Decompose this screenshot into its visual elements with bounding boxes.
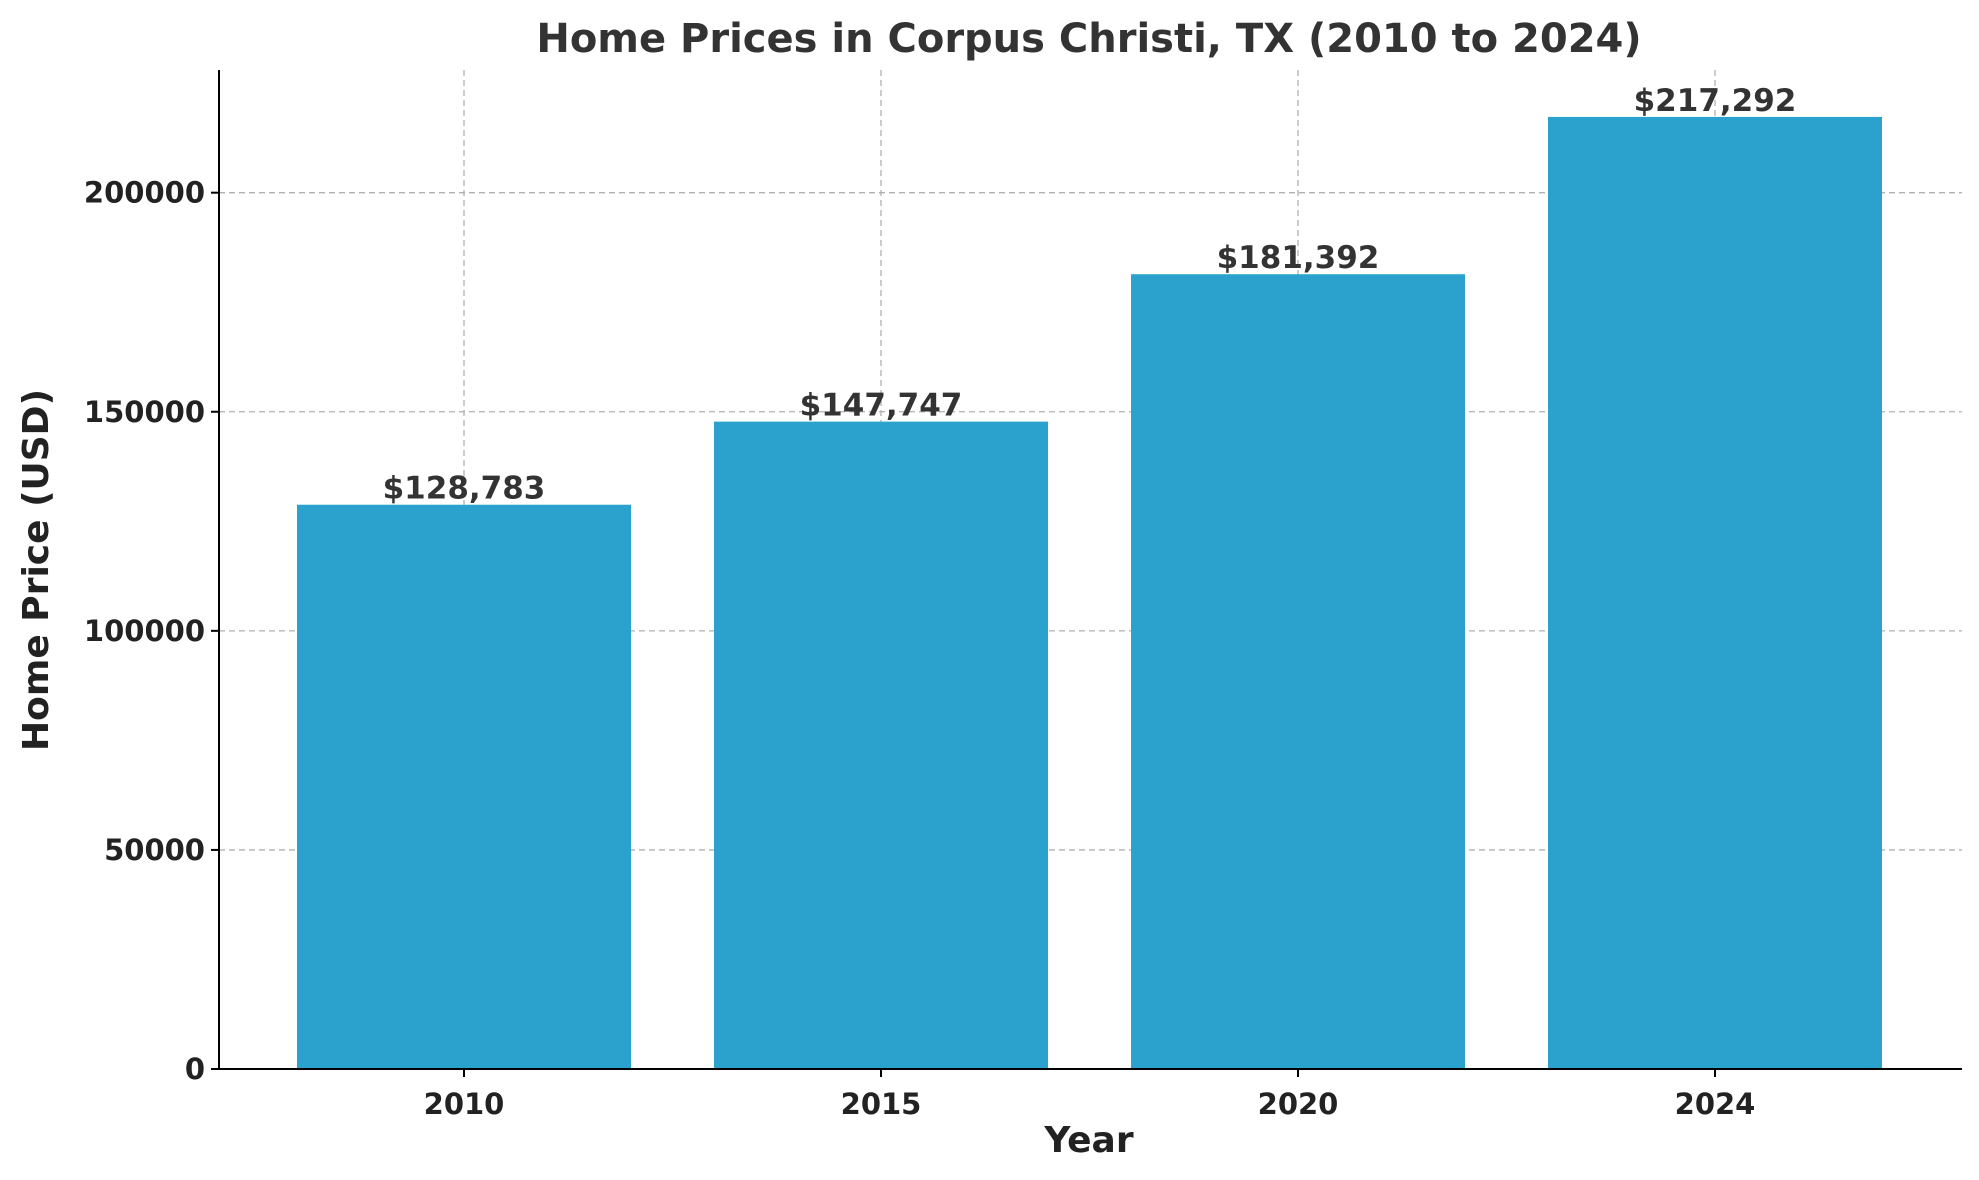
y-tick-label: 100000 — [84, 614, 205, 648]
x-tick-label: 2010 — [424, 1087, 505, 1121]
chart-title: Home Prices in Corpus Christi, TX (2010 … — [536, 16, 1641, 62]
bar — [297, 504, 631, 1069]
y-tick-label: 50000 — [104, 833, 205, 867]
x-ticks: 2010 2015 2020 2024 — [424, 1069, 1756, 1121]
axes — [218, 70, 1962, 1070]
x-tick-label: 2020 — [1258, 1087, 1339, 1121]
data-label: $217,292 — [1634, 83, 1797, 119]
x-tick-label: 2024 — [1675, 1087, 1756, 1121]
data-label: $181,392 — [1217, 240, 1380, 276]
y-ticks: 0 50000 100000 150000 200000 — [84, 176, 219, 1086]
bar — [1131, 274, 1465, 1069]
data-label: $147,747 — [800, 388, 963, 424]
bar — [714, 421, 1048, 1069]
y-tick-label: 150000 — [84, 395, 205, 429]
bars — [297, 116, 1882, 1069]
y-tick-label: 0 — [185, 1052, 205, 1086]
data-labels: $128,783 $147,747 $181,392 $217,292 — [383, 83, 1797, 507]
y-tick-label: 200000 — [84, 176, 205, 210]
x-axis-label: Year — [1043, 1120, 1133, 1161]
data-label: $128,783 — [383, 471, 546, 507]
y-axis-label: Home Price (USD) — [16, 389, 57, 751]
bar — [1548, 116, 1882, 1069]
x-tick-label: 2015 — [841, 1087, 922, 1121]
